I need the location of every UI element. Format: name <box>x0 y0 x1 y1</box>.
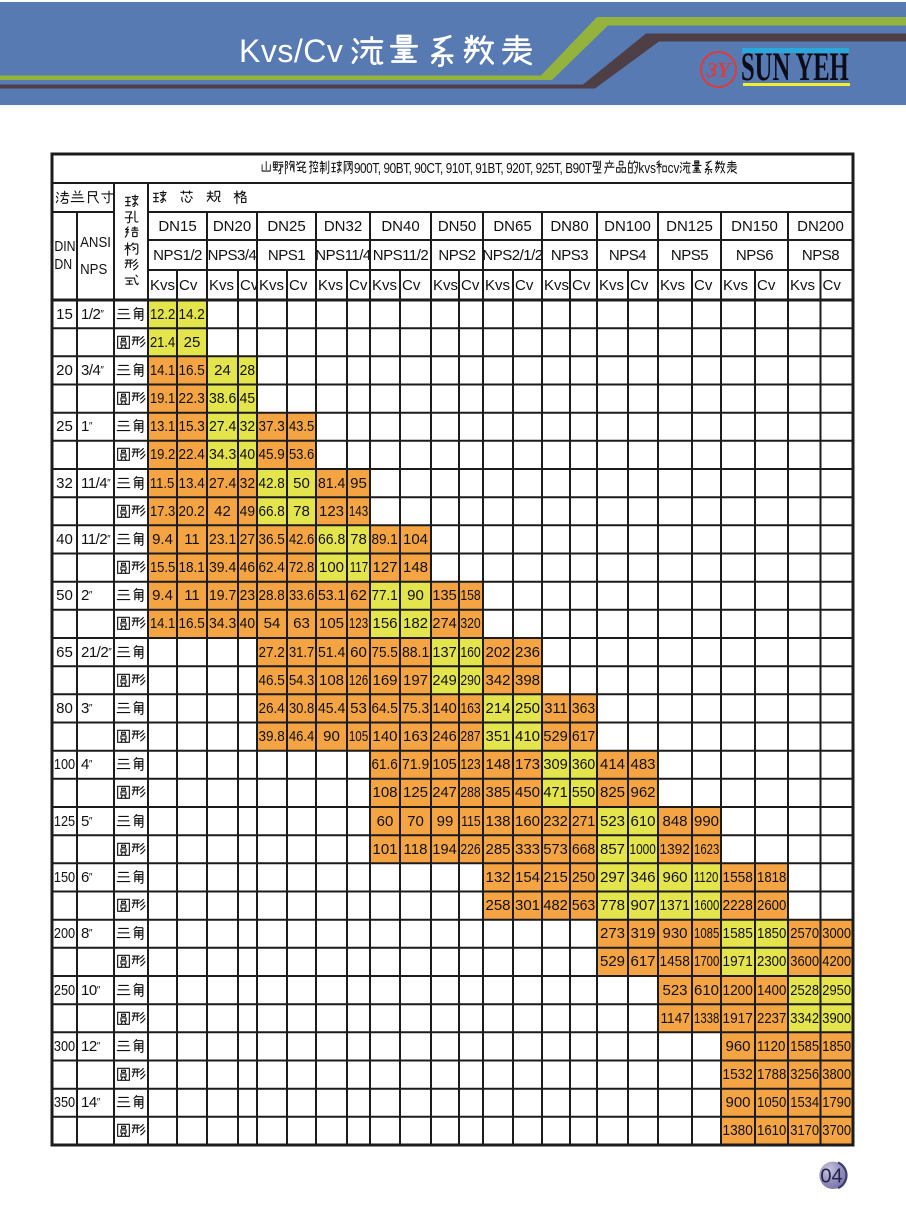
svg-text:04: 04 <box>820 1166 842 1188</box>
